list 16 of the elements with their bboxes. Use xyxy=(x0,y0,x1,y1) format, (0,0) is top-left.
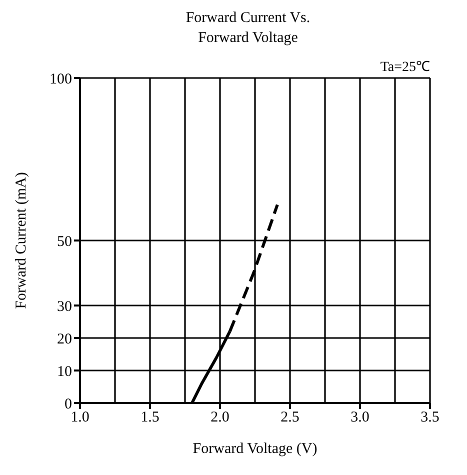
y-tick-label: 50 xyxy=(57,234,72,250)
x-tick-label: 1.0 xyxy=(70,410,90,426)
text: Ta=25℃ xyxy=(380,59,430,76)
y-axis-title: Forward Current (mA) xyxy=(13,172,30,309)
y-tick-label: 0 xyxy=(64,396,72,412)
y-tick-label: 30 xyxy=(57,298,72,315)
x-tick-label: 3.5 xyxy=(420,410,440,426)
x-tick-label: 1.5 xyxy=(140,410,160,426)
x-tick-label: 2.5 xyxy=(280,410,300,426)
x-axis-title: Forward Voltage (V) xyxy=(192,441,318,457)
y-tick-label: 10 xyxy=(57,364,72,380)
chart-title: Forward Current Vs. Forward Voltage xyxy=(184,9,312,48)
x-tick-label: 2.0 xyxy=(210,410,230,426)
y-tick-label: 20 xyxy=(57,331,72,348)
y-tick-label: 100 xyxy=(50,71,72,88)
x-tick-label: 3.0 xyxy=(350,410,370,426)
